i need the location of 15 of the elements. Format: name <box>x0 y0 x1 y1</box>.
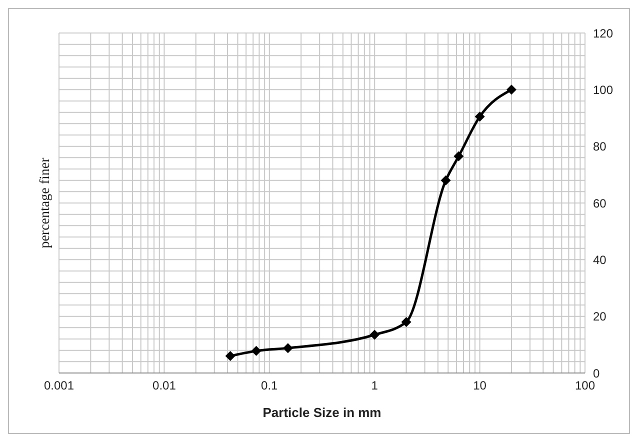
x-tick-label: 1 <box>371 378 378 393</box>
y-tick-label: 100 <box>593 82 614 97</box>
y-tick-label: 60 <box>593 196 607 210</box>
x-tick-label: 100 <box>574 378 596 393</box>
x-tick-label: 0.01 <box>152 378 176 393</box>
x-tick-label: 0.001 <box>44 378 74 393</box>
y-axis-title: percentage finer <box>38 157 53 248</box>
y-tick-label: 20 <box>593 310 607 324</box>
y-tick-label: 0 <box>593 366 600 380</box>
y-tick-label: 80 <box>593 140 607 154</box>
y-tick-label: 120 <box>593 26 614 40</box>
y-tick-label: 40 <box>593 252 607 267</box>
x-axis-title: Particle Size in mm <box>262 405 382 420</box>
x-tick-label: 0.1 <box>261 378 278 393</box>
x-tick-label: 10 <box>473 378 487 393</box>
